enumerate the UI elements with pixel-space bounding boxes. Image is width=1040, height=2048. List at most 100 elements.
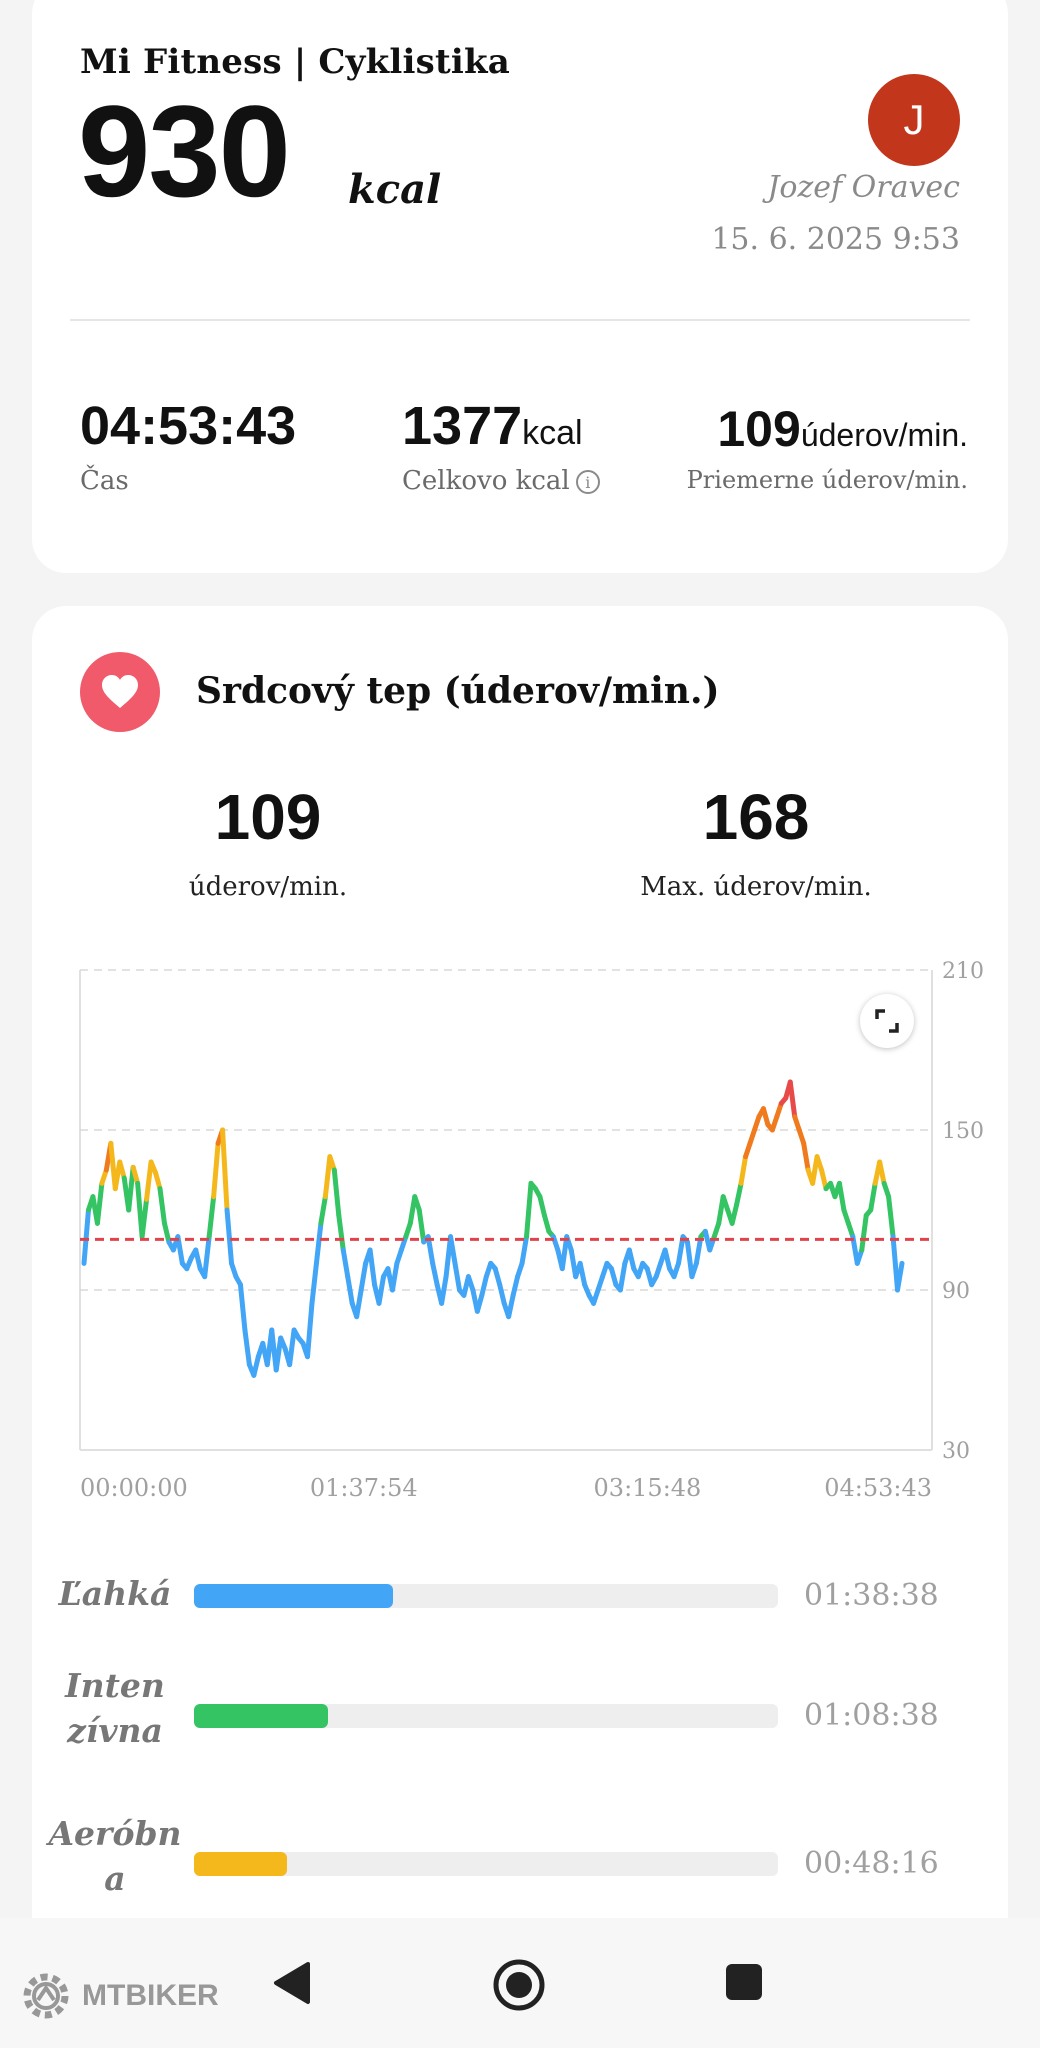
recents-icon[interactable]: [724, 1962, 764, 2002]
hr-line-segment: [220, 1127, 230, 1213]
zone-time-intensive: 01:08:38: [804, 1698, 939, 1733]
hr-line-segment: [237, 1282, 248, 1333]
stat-total-kcal-label: Celkovo kcal i: [402, 466, 600, 496]
hr-line-segment: [895, 1260, 905, 1293]
y-tick-label: 30: [942, 1439, 970, 1464]
hr-line-segment: [211, 1140, 221, 1200]
expand-icon: [875, 1009, 899, 1033]
hr-line-segment: [859, 1212, 869, 1253]
hr-line-segment: [877, 1159, 887, 1186]
hr-line-segment: [626, 1247, 637, 1272]
hr-line-segment: [345, 1274, 355, 1306]
hr-line-segment: [117, 1159, 127, 1181]
workout-summary-card: Mi Fitness | Cyklistika 930 kcal J Jozef…: [32, 0, 1008, 573]
hr-max-label: Max. úderov/min.: [640, 872, 872, 902]
zone-track-intensive: [194, 1704, 778, 1728]
heart-rate-title: Srdcový tep (úderov/min.): [196, 670, 720, 712]
hr-line-segment: [452, 1260, 462, 1293]
hr-line-segment: [474, 1292, 485, 1314]
hr-line-segment: [389, 1260, 400, 1293]
hr-line-segment: [367, 1247, 378, 1288]
expand-chart-button[interactable]: [860, 994, 914, 1048]
hr-line-segment: [157, 1186, 167, 1226]
hr-line-segment: [193, 1247, 203, 1272]
hr-line-segment: [175, 1234, 185, 1266]
hr-line-segment: [510, 1274, 521, 1298]
hr-line-segment: [430, 1260, 440, 1288]
hr-line-segment: [130, 1164, 141, 1186]
hr-line-segment: [617, 1260, 628, 1293]
hr-line-segment: [336, 1212, 346, 1253]
avatar[interactable]: J: [868, 74, 960, 166]
hr-line-segment: [331, 1167, 342, 1218]
zone-label-intensive-text: Inten zívna: [65, 1666, 165, 1750]
hr-line-segment: [224, 1207, 235, 1266]
hr-line-segment: [541, 1212, 552, 1234]
hr-line-segment: [738, 1154, 749, 1186]
hr-line-segment: [787, 1079, 798, 1120]
stat-total-kcal-unit: kcal: [522, 414, 583, 452]
hr-line-segment: [886, 1194, 896, 1240]
zone-label-intensive: Inten zívna: [40, 1664, 190, 1753]
hr-max-value: 168: [702, 781, 810, 853]
stat-time-value: 04:53:43: [80, 395, 296, 457]
hr-line-segment: [358, 1260, 369, 1293]
back-icon[interactable]: [272, 1960, 312, 2006]
hr-line-segment: [577, 1260, 588, 1288]
user-name: Jozef Oravec: [767, 170, 960, 205]
x-tick-label: 01:37:54: [310, 1474, 418, 1502]
hr-line-segment: [729, 1202, 740, 1226]
heart-rate-card: Srdcový tep (úderov/min.) 109 úderov/min…: [32, 606, 1008, 1986]
x-tick-label: 00:00:00: [80, 1474, 188, 1502]
x-tick-label: 03:15:48: [594, 1474, 702, 1502]
heart-icon: [80, 652, 160, 732]
hr-line-segment: [376, 1274, 386, 1306]
stat-time-label: Čas: [80, 466, 129, 496]
zone-fill-light: [194, 1584, 393, 1608]
hr-line-segment: [161, 1220, 172, 1245]
hr-line-segment: [760, 1106, 771, 1128]
hr-line-segment: [354, 1287, 364, 1320]
hr-line-segment: [322, 1154, 333, 1200]
hr-line-segment: [242, 1327, 252, 1368]
hr-line-segment: [126, 1164, 136, 1213]
hr-line-segment: [287, 1327, 297, 1368]
hr-line-segment: [684, 1239, 695, 1280]
y-tick-label: 210: [942, 959, 984, 984]
stat-total-kcal-value: 1377kcal: [402, 395, 583, 457]
hr-line-segment: [318, 1194, 328, 1226]
stat-total-kcal-label-text: Celkovo kcal: [402, 466, 570, 496]
zone-time-light: 01:38:38: [804, 1578, 939, 1613]
hr-line-segment: [868, 1180, 878, 1213]
calories-unit: kcal: [348, 166, 442, 213]
hr-line-segment: [801, 1140, 811, 1173]
system-nav-bar: [0, 1918, 1040, 2048]
watermark-text: MTBIKER: [82, 1979, 219, 2012]
stat-avg-hr-value: 109úderov/min.: [717, 400, 968, 458]
home-icon[interactable]: [492, 1958, 546, 2012]
hr-line-segment: [608, 1266, 619, 1288]
stat-time-number: 04:53:43: [80, 396, 297, 456]
info-icon[interactable]: i: [575, 470, 600, 494]
hr-line-segment: [676, 1234, 686, 1266]
watermark: MTBIKER: [18, 1968, 219, 2024]
hr-line-segment: [524, 1180, 534, 1240]
hr-line-segment: [206, 1194, 217, 1240]
hr-line-segment: [479, 1274, 489, 1298]
stat-total-kcal-number: 1377: [402, 396, 523, 456]
hr-line-segment: [662, 1247, 673, 1272]
hr-line-segment: [416, 1207, 427, 1245]
zone-fill-aerobic: [194, 1852, 288, 1876]
stat-avg-hr-number: 109: [717, 401, 801, 457]
hr-line-segment: [519, 1234, 530, 1266]
avatar-initial: J: [903, 96, 925, 143]
hr-line-segment: [94, 1180, 105, 1226]
hr-line-segment: [497, 1282, 507, 1306]
hr-line-segment: [304, 1300, 315, 1360]
zone-track-aerobic: [194, 1852, 778, 1876]
gear-logo-icon: [23, 1973, 69, 2019]
stat-avg-hr-label: Priemerne úderov/min.: [686, 466, 968, 494]
hr-line-segment: [492, 1266, 503, 1288]
hr-line-segment: [144, 1159, 154, 1202]
hr-line-segment: [506, 1292, 516, 1320]
